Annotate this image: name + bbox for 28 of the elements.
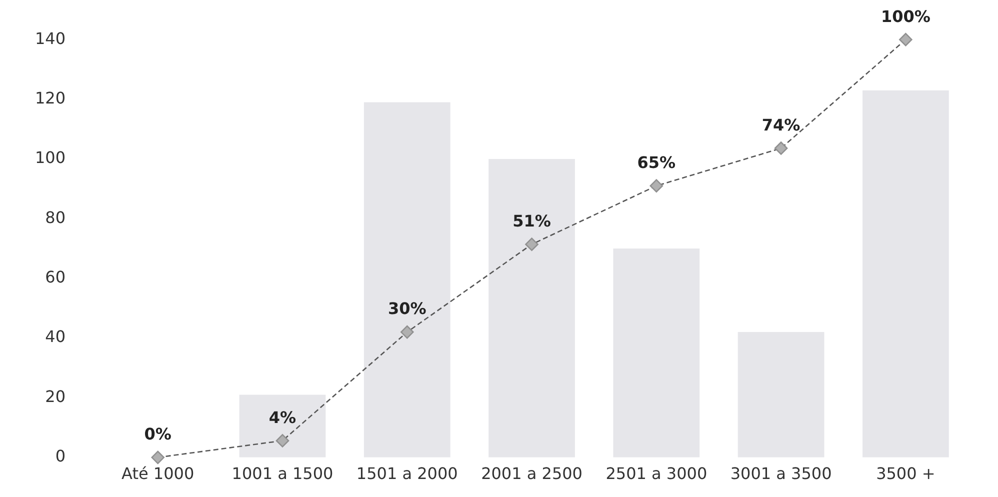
y-tick-label: 0 [55,446,66,466]
y-tick-label: 140 [34,28,66,48]
data-label: 65% [637,152,676,172]
bar [738,332,824,458]
bar [613,248,700,458]
x-tick-label: 3001 a 3500 [730,464,832,484]
data-label: 100% [880,6,930,26]
y-tick-label: 40 [45,327,66,346]
data-label: 74% [762,115,800,134]
bar [239,394,326,458]
data-label: 0% [144,424,172,444]
data-label: 30% [388,299,426,318]
y-tick-label: 120 [34,88,66,108]
x-tick-label: 3500 + [876,464,936,484]
bar [488,158,575,458]
data-label: 4% [268,408,296,427]
x-tick-label: 1001 a 1500 [232,464,334,484]
y-tick-label: 100 [34,148,66,168]
x-tick-label: 1501 a 2000 [356,464,458,484]
x-tick-label: 2501 a 3000 [606,464,708,484]
x-tick-label: Até 1000 [122,464,194,484]
y-tick-label: 80 [45,208,66,227]
bar [862,90,949,458]
x-tick-label: 2001 a 2500 [481,464,582,484]
y-tick-label: 60 [45,268,66,286]
bar [364,102,450,458]
y-tick-label: 20 [45,386,66,406]
data-label: 51% [512,211,551,230]
